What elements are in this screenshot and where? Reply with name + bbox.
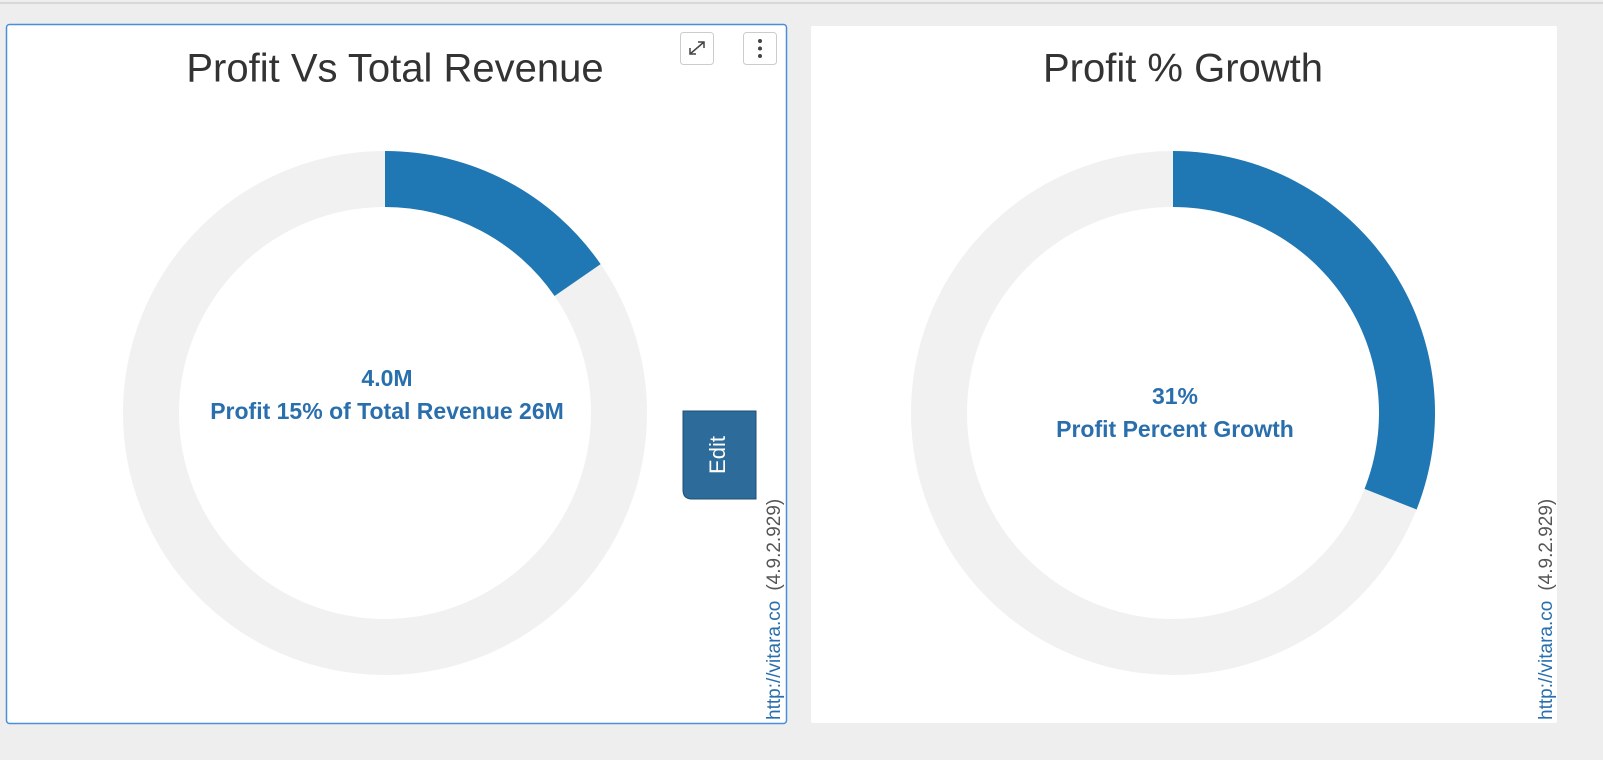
menu-dot	[758, 54, 762, 58]
center-text: Profit 15% of Total Revenue 26M	[210, 398, 564, 424]
chart-title: Profit Vs Total Revenue	[186, 47, 603, 91]
center-text: Profit Percent Growth	[1056, 416, 1294, 442]
value-label: 4.0M	[361, 365, 412, 391]
menu-dot	[758, 39, 762, 43]
expand-button[interactable]	[680, 32, 714, 65]
donut-arc	[1173, 151, 1435, 510]
edit-button[interactable]: Edit	[682, 410, 757, 500]
chart-title: Profit % Growth	[1043, 47, 1323, 91]
watermark: http://vitara.co (4.9.2.929)	[764, 499, 785, 720]
watermark: http://vitara.co (4.9.2.929)	[1536, 499, 1557, 720]
watermark-link: http://vitara.co	[1536, 601, 1557, 720]
charts: Profit Vs Total Revenue 4.0M Profit 15% of…	[123, 47, 1557, 720]
version-label: (4.9.2.929)	[1536, 499, 1557, 591]
expand-icon	[689, 41, 705, 55]
edit-button-label[interactable]: Edit	[705, 436, 730, 474]
watermark-link: http://vitara.co	[764, 601, 785, 720]
menu-button[interactable]	[743, 32, 777, 65]
menu-dot	[758, 46, 762, 51]
value-label: 31%	[1152, 383, 1198, 409]
version-label: (4.9.2.929)	[764, 499, 785, 591]
edit-button-frame[interactable]	[682, 410, 757, 500]
donut-arc	[385, 151, 601, 296]
